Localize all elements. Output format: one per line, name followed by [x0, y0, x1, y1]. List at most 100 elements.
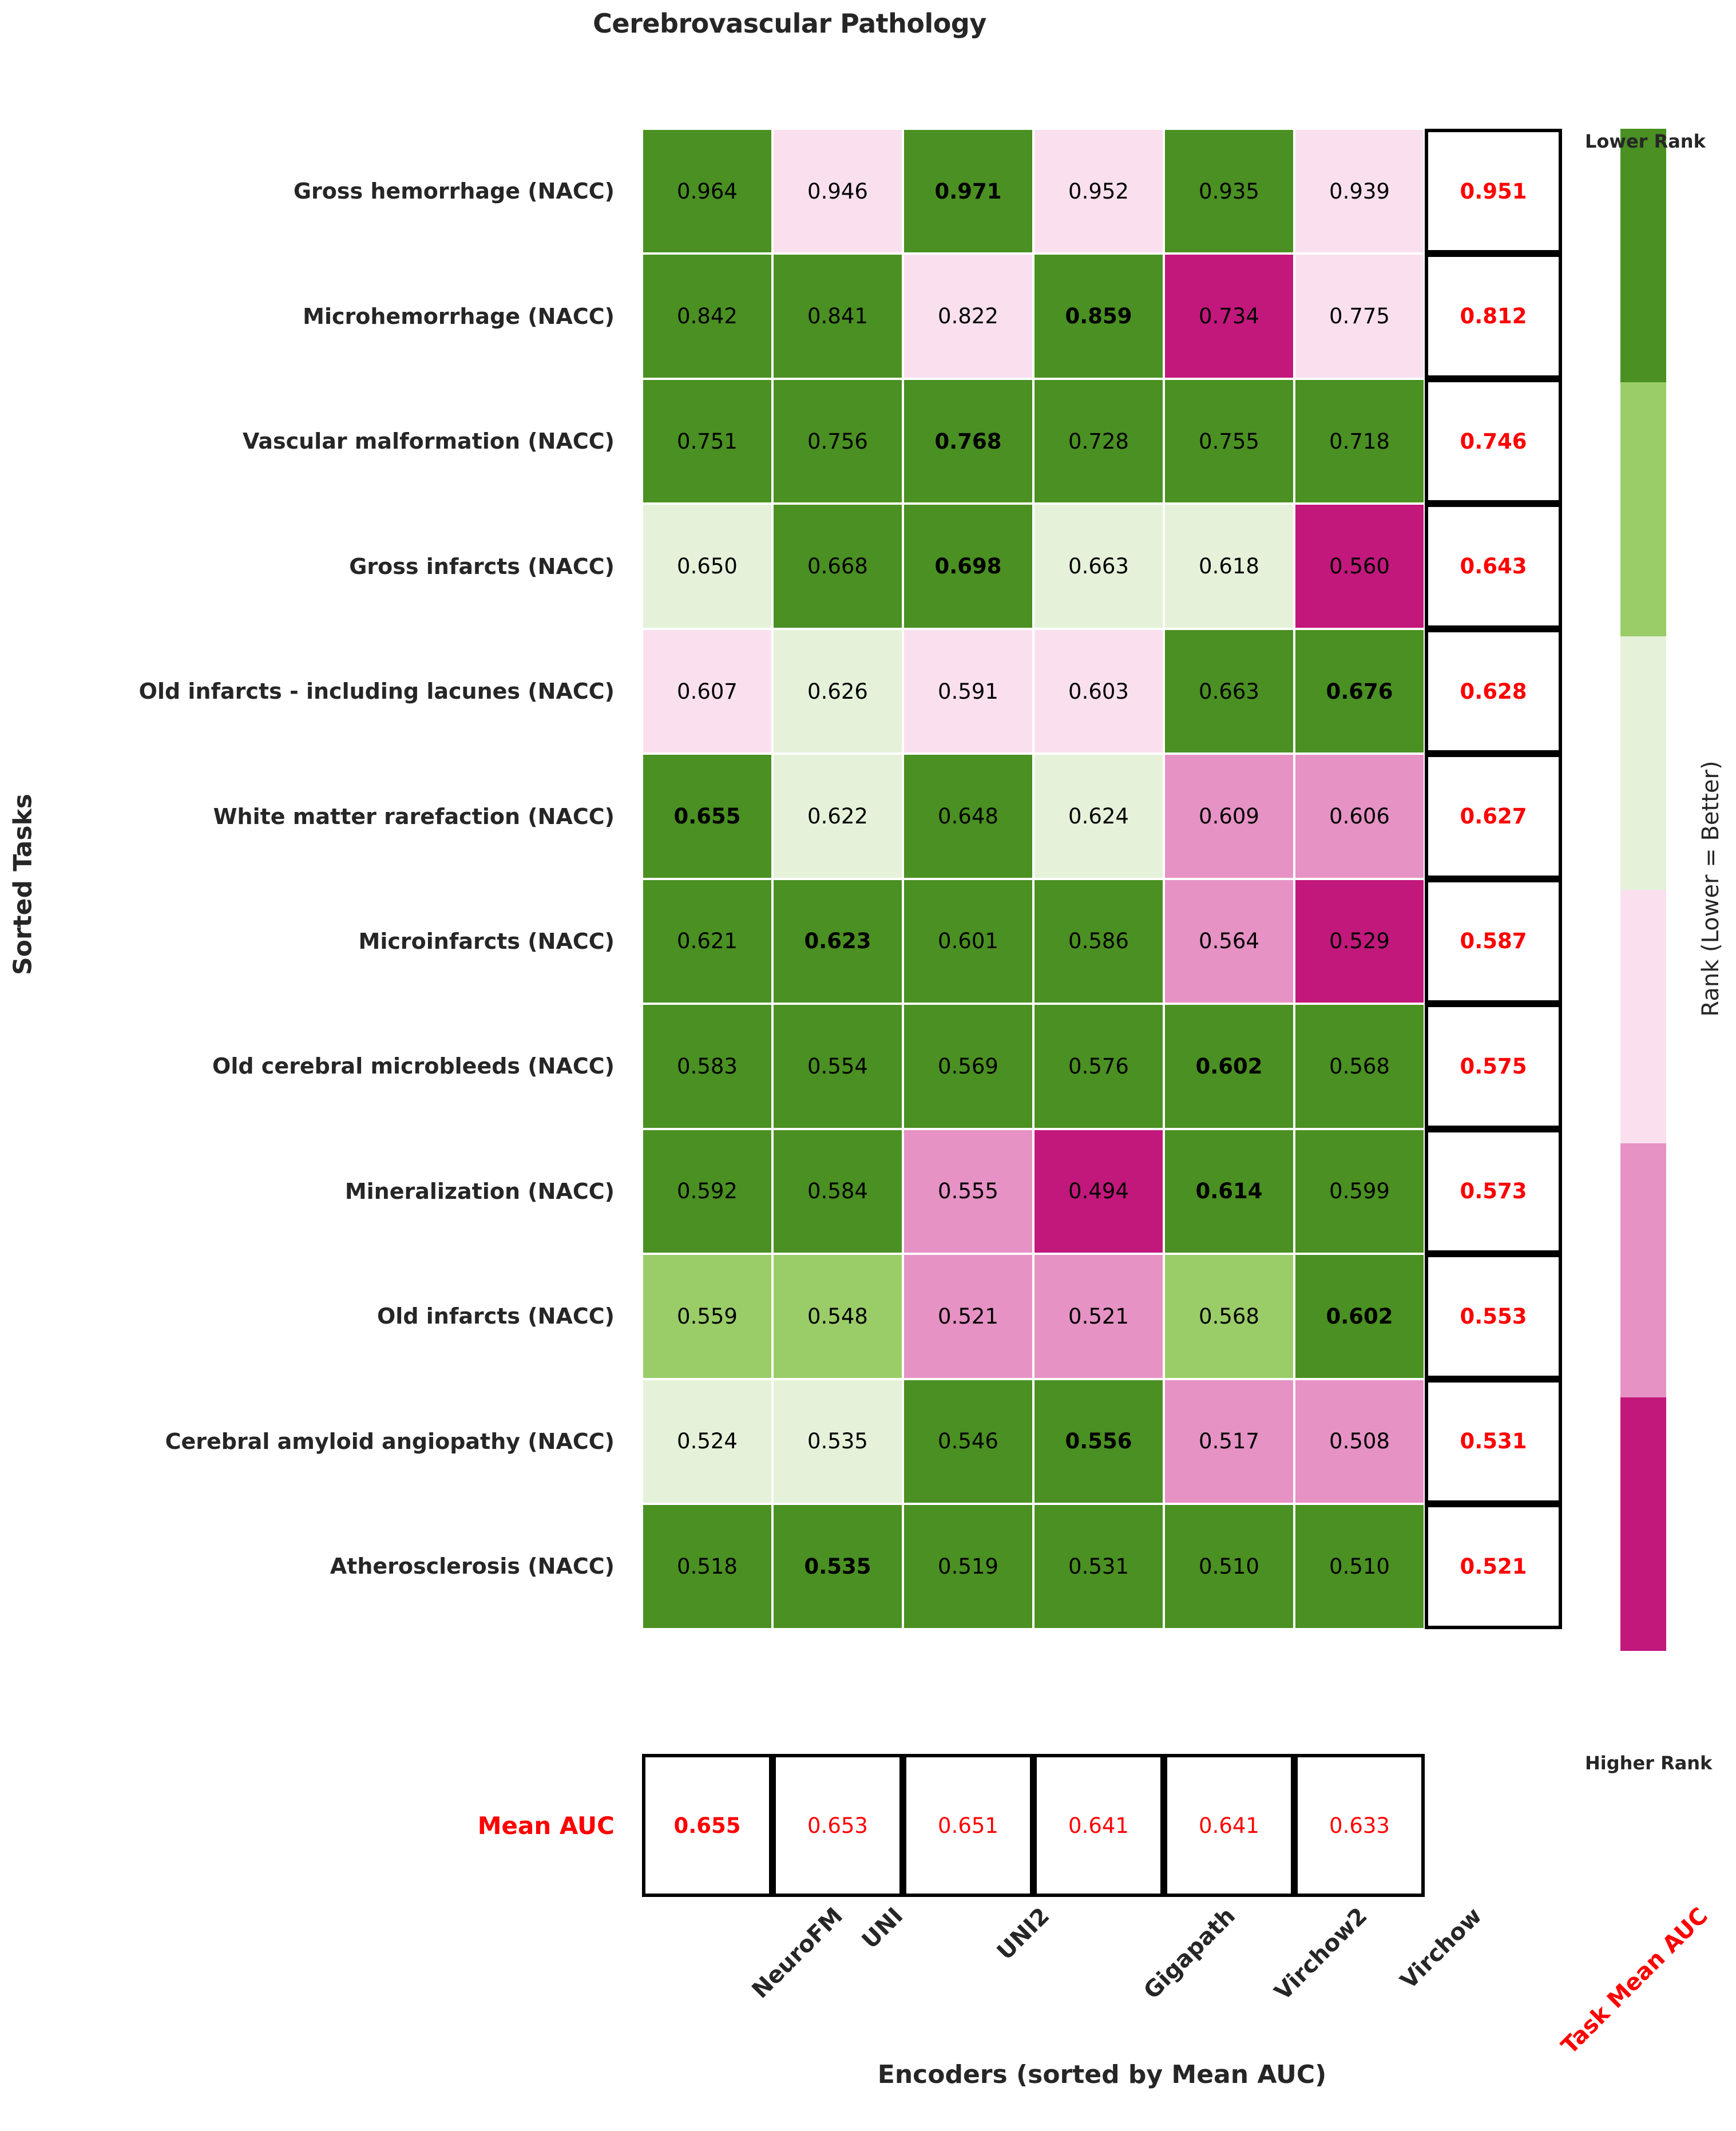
heatmap-cell: 0.535 — [772, 1504, 903, 1629]
task-mean-auc-column: 0.951 0.812 0.746 0.643 0.628 0.627 0.587 0.575… — [1425, 129, 1562, 1754]
task-mean-auc-cell: 0.553 — [1425, 1254, 1562, 1379]
grid-corner-blank — [1425, 1754, 1562, 1897]
heatmap-cell: 0.964 — [642, 129, 772, 254]
heatmap-cell: 0.560 — [1294, 504, 1425, 629]
colorbar-segment — [1620, 382, 1666, 636]
encoder-mean-auc-cell: 0.655 — [642, 1754, 772, 1897]
heatmap-cell: 0.618 — [1164, 504, 1294, 629]
heatmap-cell: 0.935 — [1164, 129, 1294, 254]
colorbar — [1620, 129, 1666, 1651]
row-label: Old cerebral microbleeds (NACC) — [212, 1053, 615, 1079]
heatmap-cell: 0.663 — [1033, 504, 1164, 629]
heatmap-cell: 0.548 — [772, 1254, 903, 1379]
heatmap-cell: 0.521 — [903, 1254, 1033, 1379]
colorbar-segment — [1620, 1397, 1666, 1651]
heatmap-cell: 0.592 — [642, 1128, 772, 1254]
heatmap-cell: 0.939 — [1294, 129, 1425, 254]
heatmap-cell: 0.556 — [1033, 1379, 1164, 1504]
heatmap-cell: 0.623 — [772, 878, 903, 1004]
colorbar-segment — [1620, 889, 1666, 1144]
heatmap-cell: 0.768 — [903, 378, 1033, 504]
task-mean-auc-cell: 0.575 — [1425, 1004, 1562, 1129]
row-label: Gross infarcts (NACC) — [349, 553, 615, 579]
task-mean-auc-cell: 0.643 — [1425, 504, 1562, 629]
heatmap-cell: 0.531 — [1033, 1504, 1164, 1629]
column-label-uni2: UNI2 — [992, 1903, 1055, 1966]
row-label: Cerebral amyloid angiopathy (NACC) — [165, 1428, 615, 1454]
heatmap-cell: 0.599 — [1294, 1128, 1425, 1254]
heatmap-cell: 0.494 — [1033, 1128, 1164, 1254]
heatmap-cell: 0.751 — [642, 378, 772, 504]
heatmap-cell: 0.518 — [642, 1504, 772, 1629]
row-label: Vascular malformation (NACC) — [243, 429, 615, 454]
heatmap-cell: 0.971 — [903, 129, 1033, 254]
encoder-mean-auc-cell: 0.651 — [903, 1754, 1033, 1897]
heatmap-cell: 0.568 — [1164, 1254, 1294, 1379]
page-title: Cerebrovascular Pathology — [593, 8, 986, 39]
heatmap-cell: 0.841 — [772, 253, 903, 379]
row-label: Microinfarcts (NACC) — [358, 928, 615, 954]
heatmap-cell: 0.517 — [1164, 1379, 1294, 1504]
heatmap-cell: 0.859 — [1033, 253, 1164, 379]
heatmap-cell: 0.650 — [642, 504, 772, 629]
heatmap-cell: 0.586 — [1033, 878, 1164, 1004]
task-mean-auc-cell: 0.521 — [1425, 1504, 1562, 1629]
heatmap-cell: 0.555 — [903, 1128, 1033, 1254]
heatmap-cell: 0.603 — [1033, 628, 1164, 754]
heatmap-cell: 0.614 — [1164, 1128, 1294, 1254]
task-mean-auc-cell: 0.628 — [1425, 628, 1562, 754]
task-mean-auc-cell: 0.812 — [1425, 253, 1562, 379]
heatmap-plot-area: 0.964 0.946 0.971 0.952 0.935 0.939 0.842 0.841… — [642, 129, 1562, 1897]
heatmap-cell: 0.718 — [1294, 378, 1425, 504]
heatmap-cell: 0.569 — [903, 1004, 1033, 1129]
colorbar-segment — [1620, 1143, 1666, 1397]
heatmap-cell: 0.576 — [1033, 1004, 1164, 1129]
colorbar-gradient — [1620, 129, 1666, 1651]
heatmap-cell: 0.734 — [1164, 253, 1294, 379]
row-label: Microhemorrhage (NACC) — [303, 303, 615, 329]
heatmap-cell: 0.609 — [1164, 754, 1294, 879]
row-label-column: Gross hemorrhage (NACC) Microhemorrhage (… — [0, 129, 629, 1754]
task-mean-auc-cell: 0.627 — [1425, 754, 1562, 879]
heatmap-cell: 0.755 — [1164, 378, 1294, 504]
task-mean-auc-cell: 0.746 — [1425, 378, 1562, 504]
heatmap-cell: 0.822 — [903, 253, 1033, 379]
column-label-virchow: Virchow — [1395, 1903, 1487, 1995]
encoder-mean-auc-cell: 0.641 — [1164, 1754, 1294, 1897]
heatmap-cell: 0.756 — [772, 378, 903, 504]
colorbar-bottom-label: Higher Rank — [1585, 1752, 1713, 1774]
heatmap-cell: 0.524 — [642, 1379, 772, 1504]
heatmap-cell: 0.554 — [772, 1004, 903, 1129]
heatmap-cell: 0.564 — [1164, 878, 1294, 1004]
heatmap-cell: 0.559 — [642, 1254, 772, 1379]
heatmap-cell: 0.519 — [903, 1504, 1033, 1629]
heatmap-cell: 0.622 — [772, 754, 903, 879]
heatmap-grid: 0.964 0.946 0.971 0.952 0.935 0.939 0.842 0.841… — [642, 129, 1425, 1754]
colorbar-segment — [1620, 129, 1666, 383]
heatmap-cell: 0.728 — [1033, 378, 1164, 504]
colorbar-segment — [1620, 636, 1666, 890]
task-mean-auc-cell: 0.531 — [1425, 1379, 1562, 1504]
column-label-uni: UNI — [857, 1903, 909, 1954]
heatmap-cell: 0.602 — [1164, 1004, 1294, 1129]
heatmap-cell: 0.626 — [772, 628, 903, 754]
row-label: White matter rarefaction (NACC) — [213, 803, 615, 829]
heatmap-cell: 0.621 — [642, 878, 772, 1004]
heatmap-cell: 0.521 — [1033, 1254, 1164, 1379]
heatmap-cell: 0.568 — [1294, 1004, 1425, 1129]
row-label: Old infarcts (NACC) — [376, 1304, 615, 1329]
heatmap-cell: 0.775 — [1294, 253, 1425, 379]
heatmap-cell: 0.529 — [1294, 878, 1425, 1004]
heatmap-cell: 0.583 — [642, 1004, 772, 1129]
heatmap-cell: 0.535 — [772, 1379, 903, 1504]
row-label: Gross hemorrhage (NACC) — [293, 179, 615, 204]
task-mean-auc-cell: 0.573 — [1425, 1128, 1562, 1254]
column-label-virchow2: Virchow2 — [1269, 1903, 1373, 2006]
heatmap-cell: 0.510 — [1164, 1504, 1294, 1629]
colorbar-title: Rank (Lower = Better) — [1698, 760, 1724, 1017]
heatmap-cell: 0.607 — [642, 628, 772, 754]
column-label-neurofm: NeuroFM — [747, 1903, 848, 2004]
heatmap-cell: 0.602 — [1294, 1254, 1425, 1379]
heatmap-cell: 0.663 — [1164, 628, 1294, 754]
x-axis-title: Encoders (sorted by Mean AUC) — [877, 2060, 1327, 2089]
